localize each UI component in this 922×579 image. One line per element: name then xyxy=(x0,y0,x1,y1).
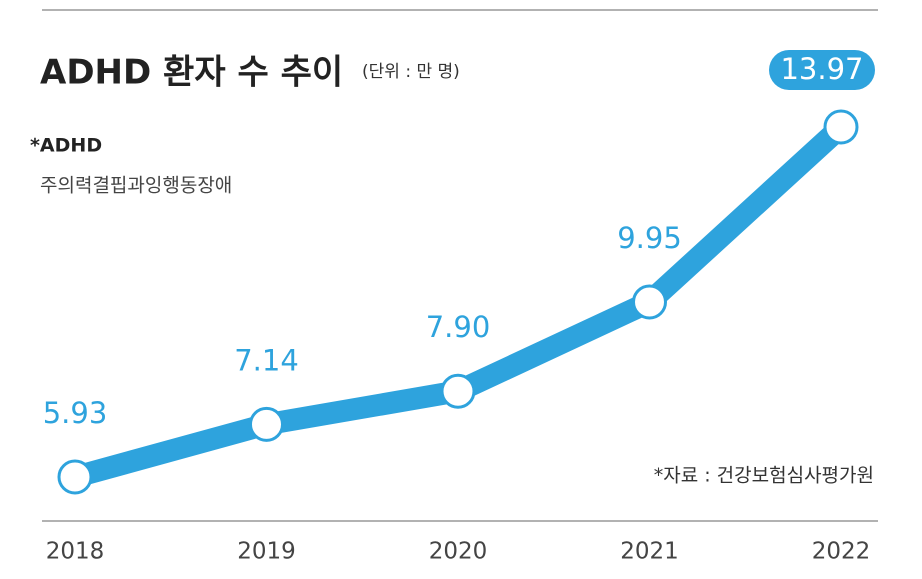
annotation: 주의력결핍과잉행동장애 xyxy=(40,175,232,197)
data-point xyxy=(440,373,476,409)
x-tick-label: 2018 xyxy=(46,539,105,565)
x-tick-label: 2019 xyxy=(237,539,296,565)
data-point xyxy=(57,459,93,495)
x-tick-label: 2022 xyxy=(812,539,871,565)
value-label: 9.95 xyxy=(617,221,682,255)
value-label: 7.90 xyxy=(426,310,491,344)
source-note: *자료 : 건강보험심사평가원 xyxy=(654,465,874,487)
x-tick-label: 2020 xyxy=(429,539,488,565)
chart-subtitle: (단위 : 만 명) xyxy=(362,62,460,82)
value-label-badge xyxy=(769,50,875,90)
data-point xyxy=(249,406,284,442)
value-label: 5.93 xyxy=(43,396,108,430)
annotation: *ADHD xyxy=(30,135,102,157)
chart-title: ADHD 환자 수 추이 xyxy=(40,53,343,93)
value-label: 13.97 xyxy=(780,52,863,86)
data-point xyxy=(823,109,859,145)
x-tick-label: 2021 xyxy=(620,539,679,565)
data-point xyxy=(632,284,667,320)
value-label: 7.14 xyxy=(234,343,299,377)
